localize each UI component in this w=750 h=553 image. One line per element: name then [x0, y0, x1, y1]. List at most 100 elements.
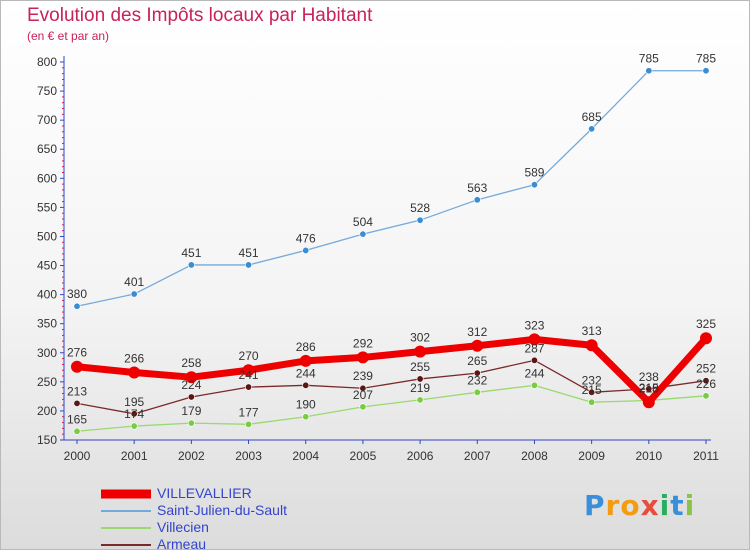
data-label: 266	[124, 352, 144, 366]
data-point	[187, 393, 195, 401]
legend-label: VILLEVALLIER	[157, 485, 252, 501]
y-tick-label: 500	[37, 229, 57, 243]
x-tick-label: 2008	[521, 449, 548, 463]
data-point	[130, 422, 138, 430]
data-label: 241	[239, 368, 259, 382]
data-point	[130, 410, 138, 418]
data-label: 226	[696, 377, 716, 391]
y-tick-label: 750	[37, 84, 57, 98]
series-line	[76, 70, 707, 307]
data-point	[530, 381, 538, 389]
data-label: 401	[124, 275, 144, 289]
data-label: 287	[524, 341, 544, 355]
data-label: 528	[410, 201, 430, 215]
data-label: 165	[67, 412, 87, 426]
y-tick-label: 350	[37, 317, 57, 331]
data-point	[416, 375, 424, 383]
data-label: 179	[181, 404, 201, 418]
legend-swatch	[101, 526, 151, 529]
data-point	[245, 383, 253, 391]
data-label: 215	[582, 383, 602, 397]
y-tick-label: 400	[37, 288, 57, 302]
data-label: 302	[410, 331, 430, 345]
data-point	[642, 396, 655, 409]
data-point	[530, 181, 538, 189]
data-label: 207	[353, 388, 373, 402]
data-point	[73, 427, 81, 435]
data-label: 325	[696, 317, 716, 331]
data-point	[702, 392, 710, 400]
data-point	[245, 420, 253, 428]
data-point	[473, 388, 481, 396]
data-point	[130, 290, 138, 298]
data-point	[71, 360, 83, 373]
chart-title: Evolution des Impôts locaux par Habitant	[27, 5, 373, 26]
legend-swatch	[101, 489, 151, 498]
data-point	[359, 384, 367, 392]
data-point	[187, 261, 195, 269]
data-point	[414, 345, 427, 358]
data-point	[473, 369, 481, 377]
logo-letter: r	[605, 489, 621, 522]
data-point	[73, 302, 81, 310]
data-point	[645, 385, 653, 393]
data-label: 244	[296, 366, 316, 380]
series-line	[73, 334, 710, 406]
series-line	[76, 384, 707, 432]
data-point	[416, 396, 424, 404]
data-point	[585, 339, 598, 352]
x-tick-label: 2011	[693, 449, 719, 463]
legend-label: Armeau	[157, 536, 207, 552]
data-label: 276	[67, 346, 87, 360]
data-point	[185, 371, 198, 384]
y-tick-label: 800	[37, 55, 57, 69]
data-label: 232	[582, 373, 602, 387]
data-label: 476	[296, 231, 316, 245]
data-label: 504	[353, 215, 373, 229]
data-label: 218	[639, 381, 659, 395]
data-label: 451	[239, 246, 259, 260]
x-tick-label: 2007	[464, 449, 491, 463]
data-point	[588, 398, 596, 406]
y-tick-label: 550	[37, 200, 57, 214]
x-tick-label: 2009	[578, 449, 605, 463]
data-label: 244	[524, 366, 544, 380]
data-label: 286	[296, 340, 316, 354]
y-tick-label: 300	[37, 346, 57, 360]
data-point	[299, 354, 312, 367]
data-point	[702, 67, 710, 75]
logo-letter: i	[659, 489, 671, 522]
logo-letter: i	[684, 489, 696, 522]
y-tick-label: 650	[37, 142, 57, 156]
x-tick-label: 2010	[635, 449, 662, 463]
data-label: 451	[181, 246, 201, 260]
data-point	[645, 67, 653, 75]
data-label: 219	[410, 381, 430, 395]
logo-letter: x	[640, 489, 660, 522]
data-label: 190	[296, 398, 316, 412]
data-label: 195	[124, 395, 144, 409]
data-point	[302, 246, 310, 254]
logo-letter: P	[584, 489, 606, 522]
data-label: 255	[410, 360, 430, 374]
data-point	[588, 125, 596, 133]
x-tick-label: 2000	[64, 449, 91, 463]
data-label: 292	[353, 336, 373, 350]
y-tick-label: 150	[37, 433, 57, 447]
legend-swatch	[101, 509, 151, 512]
y-tick-label: 250	[37, 375, 57, 389]
data-label: 312	[467, 325, 487, 339]
data-label: 177	[239, 405, 259, 419]
legend-label: Villecien	[157, 519, 209, 535]
data-label: 685	[582, 110, 602, 124]
data-label: 380	[67, 287, 87, 301]
x-tick-label: 2001	[121, 449, 148, 463]
data-label: 589	[524, 166, 544, 180]
data-point	[356, 351, 369, 364]
data-point	[187, 419, 195, 427]
data-point	[302, 413, 310, 421]
legend-swatch	[101, 543, 151, 546]
legend-label: Saint-Julien-du-Sault	[157, 502, 287, 518]
